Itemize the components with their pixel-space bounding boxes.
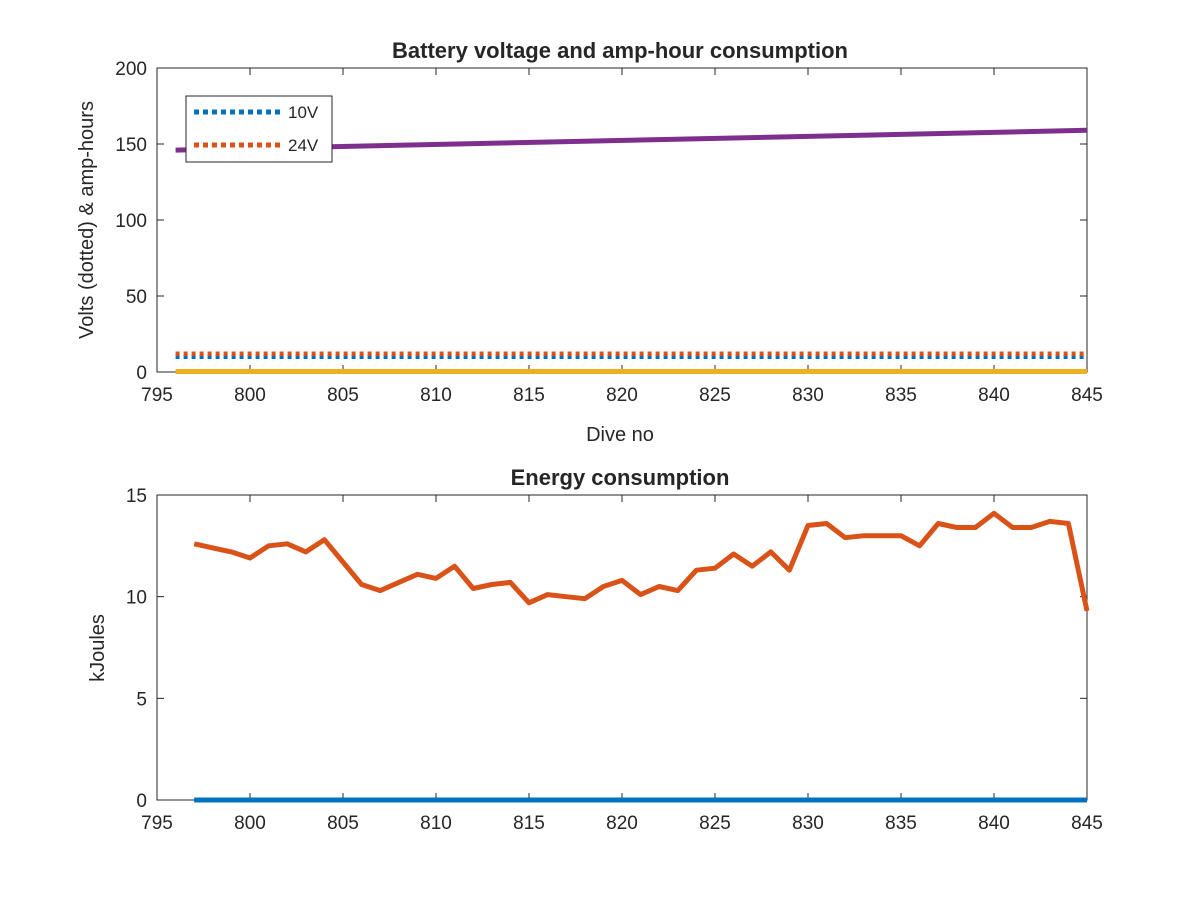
y-axis-label: Volts (dotted) & amp-hours	[76, 101, 98, 339]
x-tick-label: 845	[1071, 813, 1103, 834]
x-tick-label: 795	[141, 385, 173, 406]
x-axis-label: Dive no	[586, 424, 654, 446]
legend: 10V 24V	[185, 95, 333, 163]
x-tick-label: 845	[1071, 385, 1103, 406]
legend-label-10v: 10V	[288, 103, 319, 122]
energy-axes-frame	[156, 494, 1088, 801]
chart-title: Battery voltage and amp-hour consumption	[392, 38, 848, 63]
x-tick-label: 820	[606, 385, 638, 406]
y-tick-label: 5	[136, 689, 147, 710]
y-tick-label: 10	[126, 588, 147, 609]
x-tick-label: 815	[513, 385, 545, 406]
chart-title: Energy consumption	[511, 465, 730, 490]
legend-label-24v: 24V	[288, 136, 319, 155]
y-tick-label: 0	[136, 363, 147, 384]
x-tick-label: 815	[513, 813, 545, 834]
x-tick-label: 835	[885, 385, 917, 406]
plot-area	[193, 510, 1090, 803]
x-tick-label: 820	[606, 813, 638, 834]
x-tick-label: 840	[978, 813, 1010, 834]
y-tick-label: 200	[115, 59, 147, 80]
energy-series-line-2	[193, 510, 1090, 612]
y-tick-label: 100	[115, 211, 147, 232]
x-tick-label: 805	[327, 813, 359, 834]
x-tick-label: 835	[885, 813, 917, 834]
x-tick-label: 830	[792, 385, 824, 406]
x-tick-label: 805	[327, 385, 359, 406]
y-tick-label: 0	[136, 791, 147, 812]
y-tick-label: 50	[126, 287, 147, 308]
y-tick-label: 15	[126, 486, 147, 507]
x-tick-label: 800	[234, 385, 266, 406]
x-tick-label: 840	[978, 385, 1010, 406]
x-tick-label: 830	[792, 813, 824, 834]
x-tick-label: 825	[699, 813, 731, 834]
legend-box	[185, 95, 333, 163]
voltage-amphour-axes: Battery voltage and amp-hour consumption…	[76, 38, 1103, 446]
x-tick-label: 800	[234, 813, 266, 834]
x-tick-label: 795	[141, 813, 173, 834]
energy-consumption-axes: Energy consumption kJoules 795 800 805 810 8…	[87, 465, 1103, 834]
x-tick-label: 810	[420, 385, 452, 406]
x-tick-label: 825	[699, 385, 731, 406]
y-axis-label: kJoules	[87, 614, 109, 682]
y-tick-label: 150	[115, 135, 147, 156]
x-tick-label: 810	[420, 813, 452, 834]
